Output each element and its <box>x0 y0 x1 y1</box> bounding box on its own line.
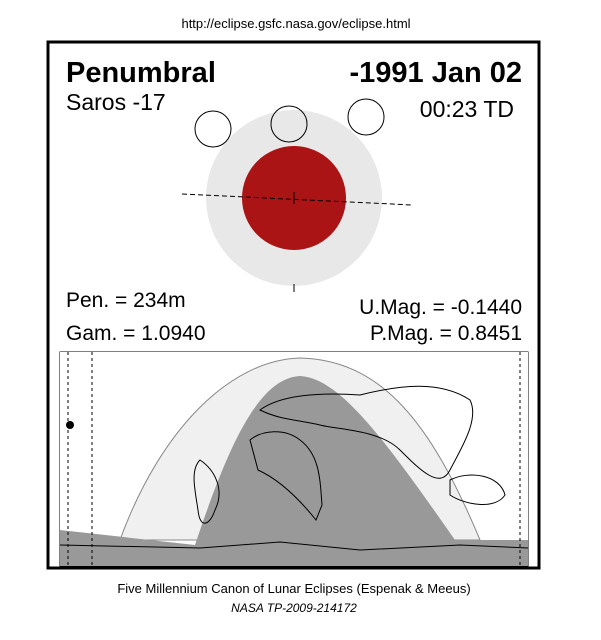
pmag: P.Mag. = 0.8451 <box>370 322 522 345</box>
moon-mid <box>270 105 308 143</box>
map <box>59 351 529 567</box>
eclipse-type: Penumbral <box>66 57 216 89</box>
eclipse-date: -1991 Jan 02 <box>349 57 522 89</box>
subsolar-point <box>66 421 74 429</box>
moon-end <box>347 98 385 136</box>
coast-africa <box>249 431 323 521</box>
coast-eurasia <box>259 385 474 479</box>
umag: U.Mag. = -0.1440 <box>359 296 522 319</box>
visible-region <box>60 376 528 566</box>
footer-ref: NASA TP-2009-214172 <box>231 601 357 615</box>
gam: Gam. = 1.0940 <box>66 322 206 345</box>
coast-samerica <box>193 459 220 524</box>
coast-antarctica <box>59 541 529 551</box>
saros: Saros -17 <box>66 89 166 115</box>
footer-credit: Five Millennium Canon of Lunar Eclipses … <box>117 581 470 596</box>
url: http://eclipse.gsfc.nasa.gov/eclipse.htm… <box>181 16 410 31</box>
moon-path <box>181 193 413 206</box>
coast-australia <box>449 474 506 505</box>
moon-start <box>194 110 232 148</box>
pen: Pen. = 234m <box>66 289 186 312</box>
time: 00:23 TD <box>420 96 514 122</box>
